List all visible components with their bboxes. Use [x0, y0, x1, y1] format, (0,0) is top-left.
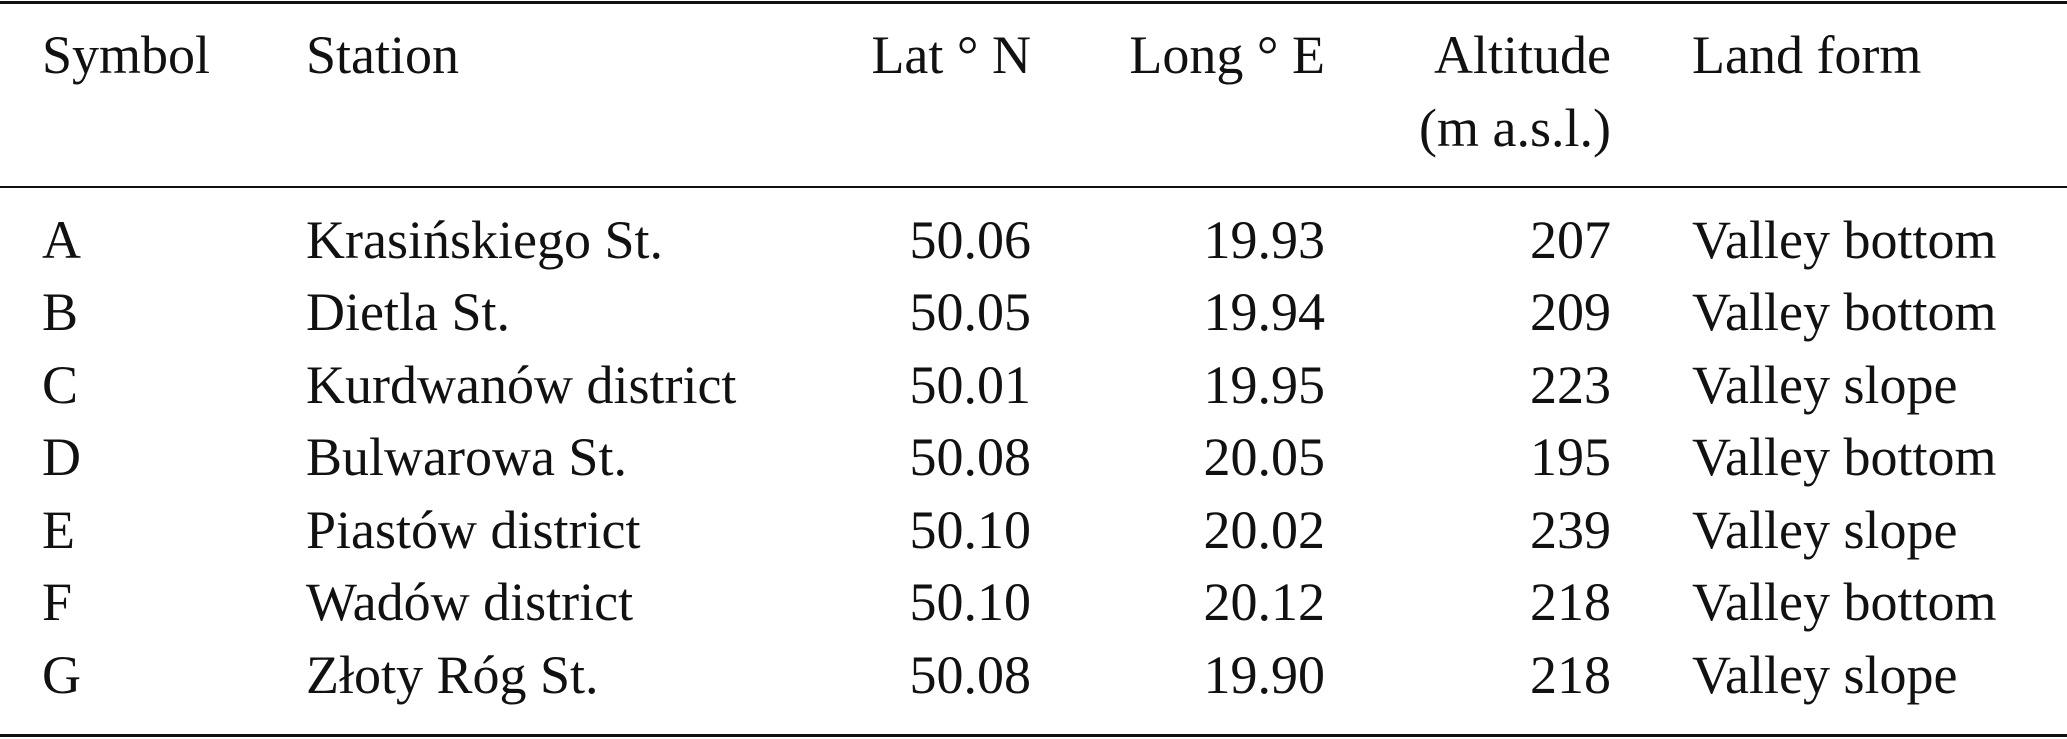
table-cell: D	[42, 427, 81, 487]
table-cell: 218	[1530, 644, 1611, 705]
table-cell: 20.12	[1203, 572, 1326, 632]
table-cell: Piastów district	[306, 499, 641, 560]
table-cell: 50.01	[909, 354, 1032, 415]
table-cell: 195	[1530, 427, 1611, 487]
column-header: Lat ° N	[871, 24, 1031, 85]
table-cell: Valley bottom	[1692, 572, 1997, 632]
column-header: Long ° E	[1129, 24, 1325, 85]
table-cell: 50.10	[909, 499, 1032, 560]
column-header: Station	[306, 24, 460, 85]
table-cell: Valley bottom	[1692, 282, 1997, 342]
table-cell: G	[42, 644, 81, 705]
table-cell: Valley bottom	[1692, 209, 1997, 270]
table-cell: 50.08	[909, 427, 1032, 487]
table-cell: 19.94	[1203, 282, 1326, 342]
table-cell: Valley bottom	[1692, 427, 1997, 487]
table-cell: A	[42, 209, 81, 270]
table-cell: Valley slope	[1692, 354, 1958, 415]
table-cell: Bulwarowa St.	[306, 427, 627, 487]
table-cell: 239	[1530, 499, 1611, 560]
table-cell: C	[42, 354, 79, 415]
column-header: Land form	[1692, 24, 1922, 85]
table-cell: B	[42, 282, 79, 342]
top-rule	[0, 1, 2067, 4]
table-cell: Valley slope	[1692, 499, 1958, 560]
table-cell: 20.05	[1203, 427, 1326, 487]
table-cell: 19.95	[1203, 354, 1326, 415]
table-cell: 50.10	[909, 572, 1032, 632]
table-cell: E	[42, 499, 75, 560]
table-cell: 209	[1530, 282, 1611, 342]
table-cell: 223	[1530, 354, 1611, 415]
table-cell: 50.05	[909, 282, 1032, 342]
header-rule	[0, 186, 2067, 188]
table-cell: F	[42, 572, 73, 632]
bottom-rule	[0, 734, 2067, 737]
table-cell: Dietla St.	[306, 282, 510, 342]
table-cell: 19.93	[1203, 209, 1326, 270]
table-cell: 20.02	[1203, 499, 1326, 560]
table-cell: 19.90	[1203, 644, 1326, 705]
table-cell: Wadów district	[306, 572, 634, 632]
table-cell: Krasińskiego St.	[306, 209, 663, 270]
column-header: Altitude (m a.s.l.)	[1419, 24, 1611, 158]
table-cell: 50.08	[909, 644, 1032, 705]
table-cell: 207	[1530, 209, 1611, 270]
table-cell: Złoty Róg St.	[306, 644, 599, 705]
table-cell: Kurdwanów district	[306, 354, 737, 415]
table-cell: 50.06	[909, 209, 1032, 270]
column-header: Symbol	[42, 24, 211, 85]
table-cell: 218	[1530, 572, 1611, 632]
table-cell: Valley slope	[1692, 644, 1958, 705]
